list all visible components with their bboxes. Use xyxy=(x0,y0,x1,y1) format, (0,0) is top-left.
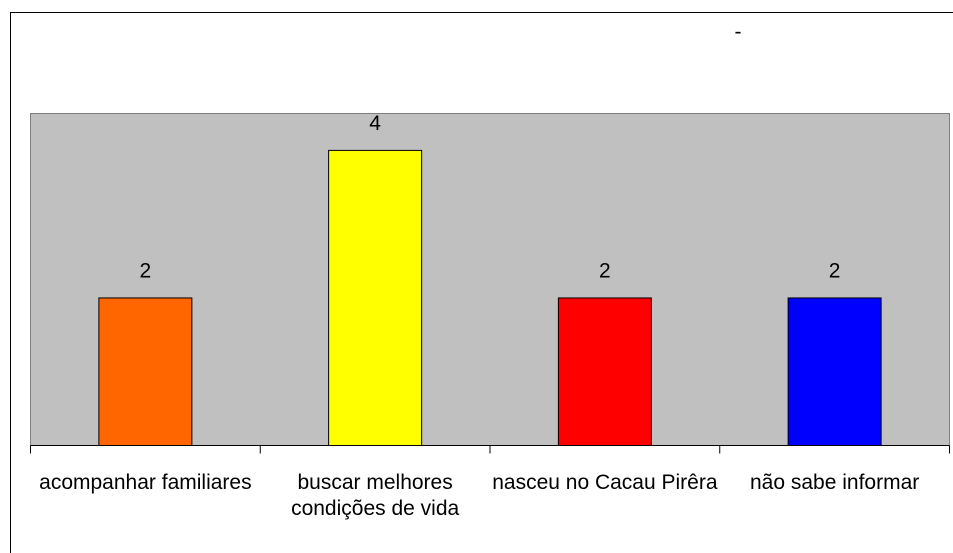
x-tick-label: não sabe informar xyxy=(749,471,920,494)
value-label: 2 xyxy=(140,259,152,282)
x-tick-label: acompanhar familiares xyxy=(39,471,252,494)
bar xyxy=(98,297,193,447)
x-tick-label: buscar melhores condições de vida xyxy=(291,471,460,520)
x-tick-label: nasceu no Cacau Pirêra xyxy=(492,471,718,494)
chart-title: - xyxy=(735,21,742,44)
value-label: 2 xyxy=(599,259,611,282)
value-label: 4 xyxy=(369,112,381,135)
chart-border xyxy=(10,12,953,553)
bar xyxy=(328,149,423,446)
bar xyxy=(787,297,882,447)
value-label: 2 xyxy=(829,259,841,282)
bar xyxy=(557,297,652,447)
